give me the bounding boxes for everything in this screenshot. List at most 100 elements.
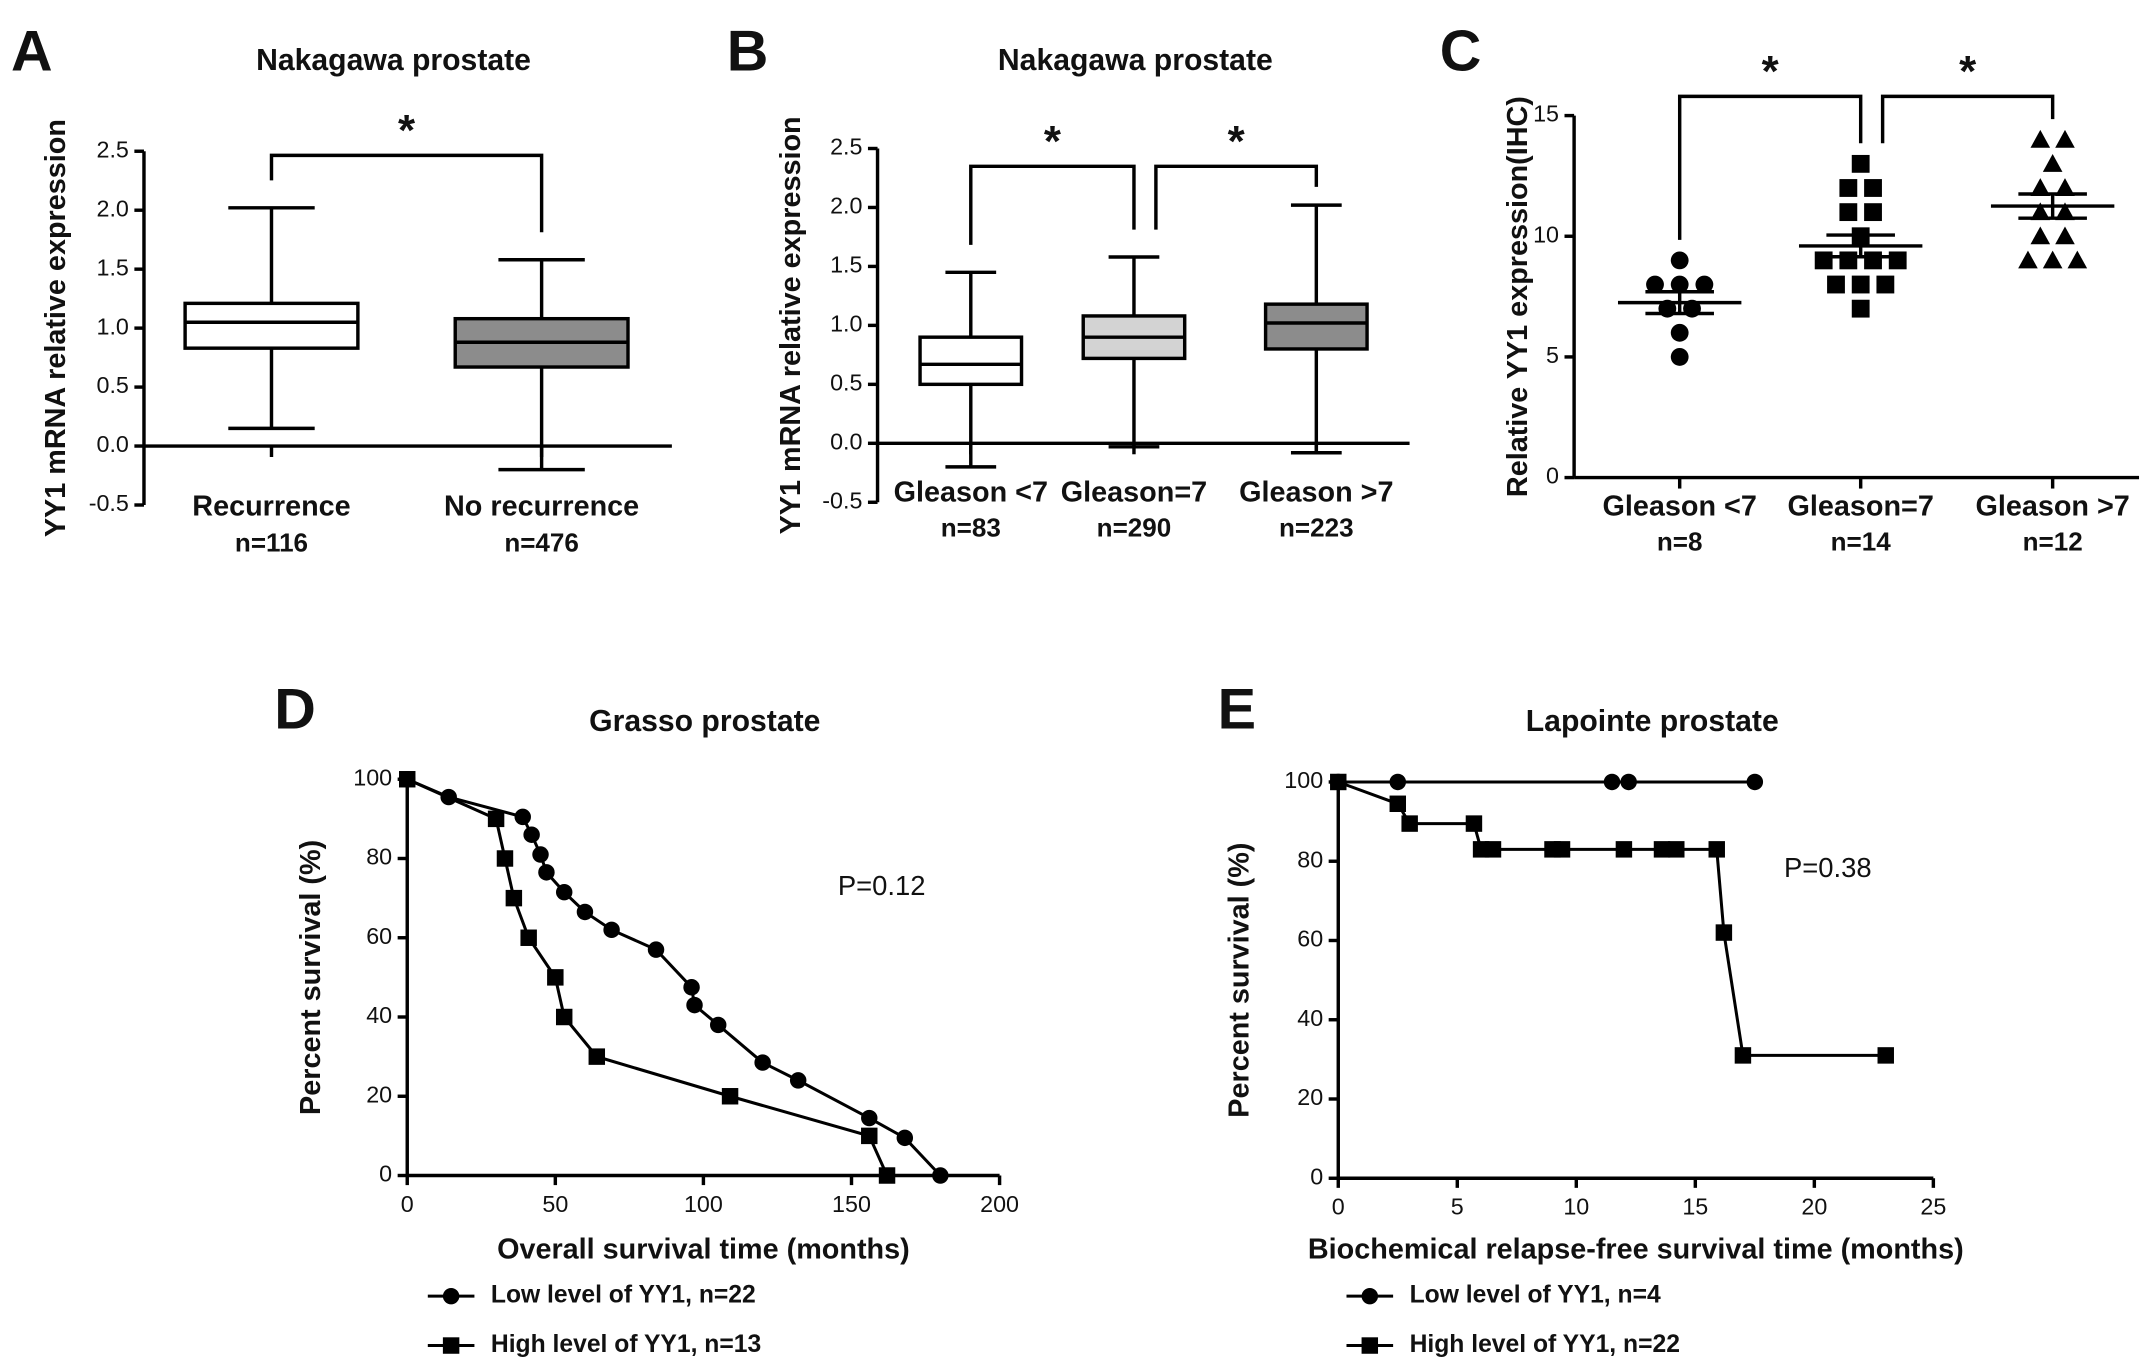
marker [2030, 202, 2051, 221]
marker [399, 771, 416, 788]
category-label: Gleason >7 [1975, 490, 2129, 522]
marker [721, 1088, 739, 1105]
y-tick-label: 0 [379, 1161, 392, 1187]
y-axis-label: Relative YY1 expression(IHC) [1502, 96, 1534, 497]
x-axis-label: Biochemical relapse-free survival time (… [1308, 1234, 1964, 1266]
legend-marker [1361, 1337, 1379, 1354]
marker [1670, 251, 1689, 270]
y-tick-label: 0.0 [830, 428, 862, 454]
significance-label: * [1762, 47, 1780, 96]
marker [588, 1048, 606, 1065]
marker [1670, 275, 1689, 294]
y-tick-label: 100 [1284, 767, 1323, 793]
significance-bracket [1154, 164, 1319, 230]
significance-label: * [1228, 117, 1246, 166]
marker [2067, 250, 2088, 269]
sample-size: n=290 [1097, 513, 1172, 543]
panel-letter: A [11, 19, 53, 83]
marker [861, 1127, 878, 1145]
legend-marker [442, 1287, 460, 1305]
y-tick-label: 0.0 [96, 431, 128, 457]
marker [861, 1109, 878, 1127]
legend-label: High level of YY1, n=22 [1410, 1331, 1680, 1358]
y-tick-label: 2.0 [96, 195, 128, 221]
marker [2055, 226, 2075, 245]
y-tick-label: 2.5 [830, 134, 862, 160]
marker [496, 850, 514, 867]
marker [2042, 154, 2063, 172]
marker [2055, 202, 2075, 221]
marker [505, 889, 523, 907]
legend-label: Low level of YY1, n=22 [491, 1282, 756, 1309]
marker [2055, 129, 2075, 148]
marker [2055, 178, 2075, 197]
marker [1839, 251, 1858, 270]
marker [538, 864, 555, 881]
box [183, 301, 360, 350]
marker [1864, 251, 1882, 270]
y-tick-label: 1.5 [96, 254, 128, 280]
significance-bracket [969, 164, 1136, 245]
marker [1839, 179, 1858, 197]
marker [523, 826, 540, 843]
y-tick-label: 60 [366, 923, 392, 949]
marker [555, 1008, 573, 1026]
x-tick-label: 20 [1801, 1194, 1827, 1220]
marker [1864, 179, 1882, 197]
y-tick-label: -0.5 [89, 490, 129, 516]
significance-label: * [1959, 47, 1977, 96]
y-tick-label: 1.0 [830, 311, 862, 337]
marker [1330, 773, 1347, 791]
marker [1401, 815, 1418, 832]
legend-marker [442, 1337, 460, 1354]
y-tick-label: 0 [1546, 463, 1559, 489]
category-label: Gleason >7 [1239, 477, 1393, 509]
marker [1695, 275, 1714, 294]
x-tick-label: 25 [1920, 1194, 1946, 1220]
box [918, 335, 1024, 387]
legend-marker [1361, 1287, 1379, 1305]
sample-size: n=223 [1279, 513, 1354, 543]
chart-title: Nakagawa prostate [998, 44, 1273, 77]
marker [1827, 275, 1845, 294]
y-tick-label: 1.5 [830, 252, 862, 278]
y-tick-label: 100 [353, 764, 392, 790]
category-label: No recurrence [444, 490, 639, 522]
marker [1877, 1047, 1894, 1064]
marker [576, 903, 594, 921]
x-tick-label: 50 [542, 1191, 568, 1217]
sample-size: n=116 [235, 528, 308, 558]
y-tick-label: 80 [366, 844, 392, 870]
survival-line [406, 777, 942, 1177]
category-label: Gleason <7 [894, 477, 1048, 509]
marker [1876, 275, 1895, 294]
y-tick-label: 15 [1533, 101, 1559, 127]
panel-letter: B [727, 19, 769, 83]
y-tick-label: 0 [1310, 1163, 1323, 1189]
x-tick-label: 200 [980, 1191, 1019, 1217]
y-axis-label: Percent survival (%) [295, 840, 327, 1115]
y-axis-label: YY1 mRNA relative expression [775, 116, 807, 534]
significance-label: * [1044, 117, 1062, 166]
box [1263, 302, 1369, 351]
sample-size: n=476 [504, 528, 579, 558]
y-axis-label: Percent survival (%) [1224, 843, 1256, 1118]
marker [1839, 203, 1858, 222]
marker [896, 1129, 914, 1147]
marker [683, 979, 700, 996]
marker [1484, 841, 1502, 858]
marker [686, 996, 703, 1014]
chart-title: Grasso prostate [589, 705, 820, 738]
marker [555, 883, 573, 901]
chart-title: Nakagawa prostate [256, 44, 531, 77]
marker [1670, 323, 1689, 342]
survival-line [406, 777, 889, 1177]
x-tick-label: 5 [1451, 1194, 1464, 1220]
marker [487, 810, 505, 828]
marker [754, 1054, 771, 1071]
marker [2030, 178, 2051, 197]
marker [709, 1016, 727, 1034]
x-tick-label: 150 [832, 1191, 871, 1217]
marker [1620, 773, 1637, 791]
marker [1646, 275, 1664, 294]
